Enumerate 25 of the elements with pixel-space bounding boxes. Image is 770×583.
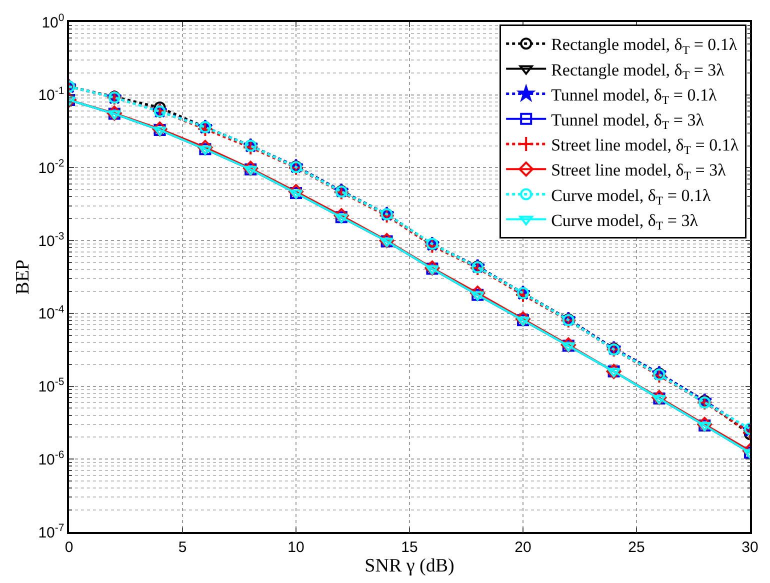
legend-label: Rectangle model, δ$_{T}$ = 0.1λ [551, 35, 738, 57]
x-tick-label: 10 [288, 538, 304, 556]
y-tick-label: 10$^{-7}$ [38, 522, 64, 542]
x-tick-label: 25 [628, 538, 645, 556]
y-tick-label: 10$^{-1}$ [38, 84, 64, 104]
legend-label: Street line model, δ$_{T}$ = 3λ [551, 160, 727, 182]
legend-label: Tunnel model, δ$_{T}$ = 0.1λ [551, 85, 718, 107]
x-tick-label: 0 [64, 538, 74, 556]
y-tick-label: 10$^{-2}$ [38, 158, 64, 177]
x-axis-title: SNR γ (dB) [364, 556, 454, 577]
y-tick-label: 10$^{-3}$ [38, 230, 64, 250]
legend-label: Tunnel model, δ$_{T}$ = 3λ [551, 110, 705, 132]
x-tick-label: 15 [401, 538, 418, 556]
y-tick-label: 10$^{-5}$ [38, 376, 64, 396]
x-tick-label: 5 [178, 538, 187, 556]
legend-label: Street line model, δ$_{T}$ = 0.1λ [551, 136, 740, 158]
y-axis-title: BEP [12, 260, 34, 294]
legend-label: Rectangle model, δ$_{T}$ = 3λ [551, 60, 726, 82]
legend-label: Curve model, δ$_{T}$ = 3λ [551, 210, 699, 232]
y-tick-label: 10$^{-4}$ [38, 303, 64, 323]
legend-label: Curve model, δ$_{T}$ = 0.1λ [551, 186, 712, 208]
x-tick-label: 30 [742, 538, 758, 556]
y-tick-label: 10$^{0}$ [42, 12, 64, 32]
x-tick-label: 20 [514, 538, 532, 556]
y-tick-label: 10$^{-6}$ [38, 449, 64, 468]
